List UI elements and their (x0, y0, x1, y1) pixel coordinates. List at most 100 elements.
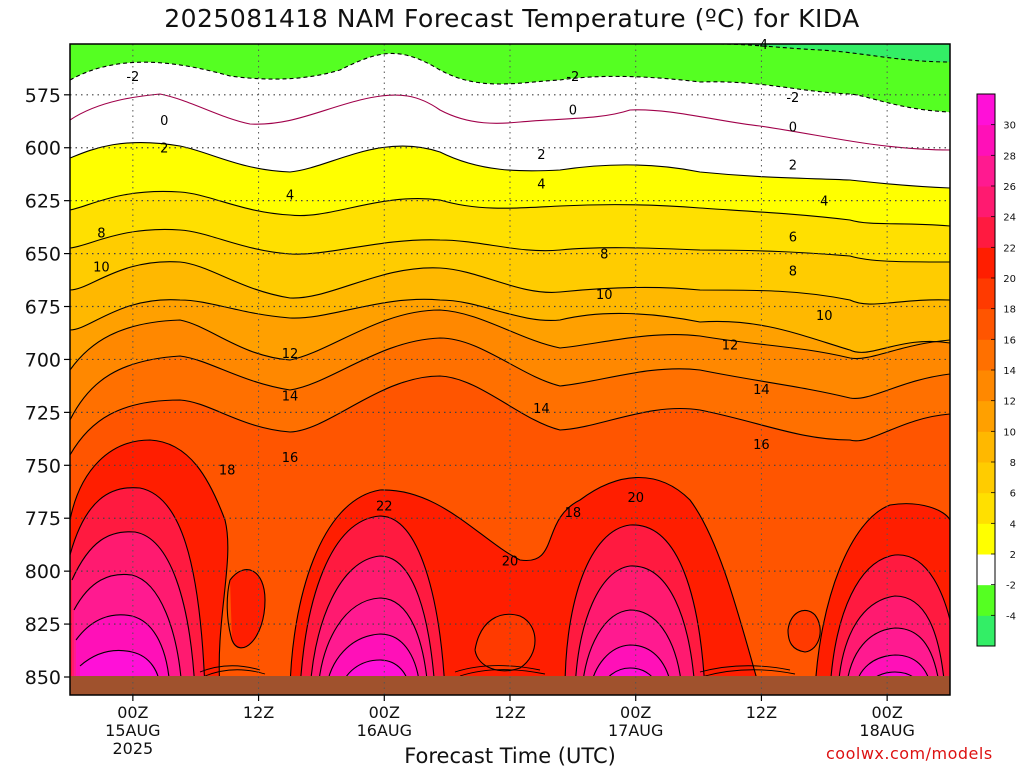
contour-label: 0 (789, 121, 797, 136)
x-tick-year: 2025 (112, 739, 153, 758)
contour-label: 8 (600, 248, 608, 263)
colorbar-label: 10 (1003, 427, 1016, 438)
y-tick-label: 850 (25, 667, 61, 689)
x-tick-hour: 12Z (243, 703, 274, 722)
y-tick-label: 575 (25, 85, 61, 107)
contour-14 (70, 337, 950, 421)
band-10-12b (70, 299, 950, 370)
ground-below-surface (70, 676, 950, 695)
contour-label: 14 (753, 383, 770, 398)
colorbar-swatch (977, 247, 995, 279)
colorbar-swatch (977, 400, 995, 432)
contour-label: -2 (126, 70, 139, 85)
colorbar-swatch (977, 278, 995, 310)
contour-label: 10 (596, 288, 613, 303)
contour-label: -4 (755, 38, 768, 53)
contour-label: 10 (93, 260, 110, 275)
contour-12 (70, 309, 950, 371)
colorbar-swatch (977, 554, 995, 586)
x-tick-date: 18AUG (859, 721, 914, 740)
contour-20 (70, 487, 950, 691)
colorbar-swatch (977, 462, 995, 494)
x-axis-label: Forecast Time (UTC) (404, 744, 616, 768)
colorbar-label: 16 (1003, 335, 1016, 346)
surface-contours (199, 665, 796, 677)
y-tick-label: 600 (25, 138, 61, 160)
contour-label: 18 (219, 464, 236, 479)
colorbar-swatch (977, 492, 995, 524)
band-20-22-lobe-4 (230, 569, 265, 648)
colorbar-label: 6 (1010, 489, 1016, 500)
y-tick-label: 800 (25, 561, 61, 583)
chart-title: 2025081418 NAM Forecast Temperature (ºC)… (164, 4, 860, 33)
contour-label: -2 (566, 70, 579, 85)
colorbar-swatch (977, 615, 995, 647)
contour-label: -2 (786, 91, 799, 106)
temperature-fill-layer (70, 44, 950, 695)
contour-label: 4 (286, 188, 294, 203)
colorbar-label: 30 (1003, 121, 1016, 132)
x-tick-date: 15AUG (105, 721, 160, 740)
y-tick-label: 650 (25, 244, 61, 266)
source-credit: coolwx.com/models (826, 744, 993, 763)
colorbar-label: 20 (1003, 274, 1016, 285)
x-tick-hour: 00Z (117, 703, 148, 722)
contour-label: 2 (789, 159, 797, 174)
band-12-14b (70, 310, 950, 420)
contour-label: 18 (565, 506, 582, 521)
contour-24 (73, 573, 941, 691)
contour-28 (79, 649, 925, 691)
contour-22 (71, 531, 946, 691)
colorbar-swatch (977, 431, 995, 463)
x-tick-hour: 00Z (620, 703, 651, 722)
contour-10 (70, 298, 950, 353)
contour-label: 20 (627, 491, 644, 506)
grid-lines (70, 44, 950, 695)
colorbar-swatch (977, 124, 995, 156)
y-tick-label: 825 (25, 614, 61, 636)
contour-label: 14 (282, 389, 299, 404)
contour-label: 0 (569, 104, 577, 119)
colorbar-swatch (977, 308, 995, 340)
y-axis: 575 600 625 650 675 700 725 750 775 800 825 850 (25, 85, 70, 689)
colorbar-label: -2 (1006, 581, 1016, 592)
colorbar-swatch (977, 216, 995, 248)
contour-label: 22 (376, 500, 393, 515)
contour-label: 0 (160, 114, 168, 129)
colorbar-label: 2 (1010, 550, 1016, 561)
contour-label: 6 (789, 231, 797, 246)
contour-label: 16 (282, 451, 299, 466)
colorbar-label: 28 (1003, 151, 1016, 162)
x-tick-date: 16AUG (357, 721, 412, 740)
contour-lines (70, 44, 950, 691)
x-tick-hour: 12Z (746, 703, 777, 722)
contour-4 (70, 190, 950, 227)
colorbar-swatch (977, 155, 995, 187)
contour-0 (70, 93, 950, 151)
x-tick-date: 17AUG (608, 721, 663, 740)
colorbar-label: 22 (1003, 243, 1016, 254)
contour-label: 2 (160, 142, 168, 157)
y-tick-label: 725 (25, 402, 61, 424)
contour-label: 14 (533, 402, 550, 417)
x-tick-hour: 00Z (871, 703, 902, 722)
contour-label: 20 (502, 555, 519, 570)
contour-label: 10 (816, 309, 833, 324)
contour-minus4 (719, 44, 950, 63)
contour-26 (75, 614, 933, 691)
colorbar-swatch (977, 370, 995, 402)
colorbar-label: 26 (1003, 182, 1016, 193)
colorbar-swatch (977, 94, 995, 126)
colorbar-label: 4 (1010, 519, 1016, 530)
colorbar-swatch (977, 523, 995, 555)
colorbar-label: 12 (1003, 397, 1016, 408)
contour-label: 16 (753, 438, 770, 453)
colorbar-swatch (977, 339, 995, 371)
colorbar-label: 8 (1010, 458, 1016, 469)
contour-2 (70, 142, 950, 189)
contour-label: 12 (282, 347, 299, 362)
y-tick-label: 700 (25, 349, 61, 371)
